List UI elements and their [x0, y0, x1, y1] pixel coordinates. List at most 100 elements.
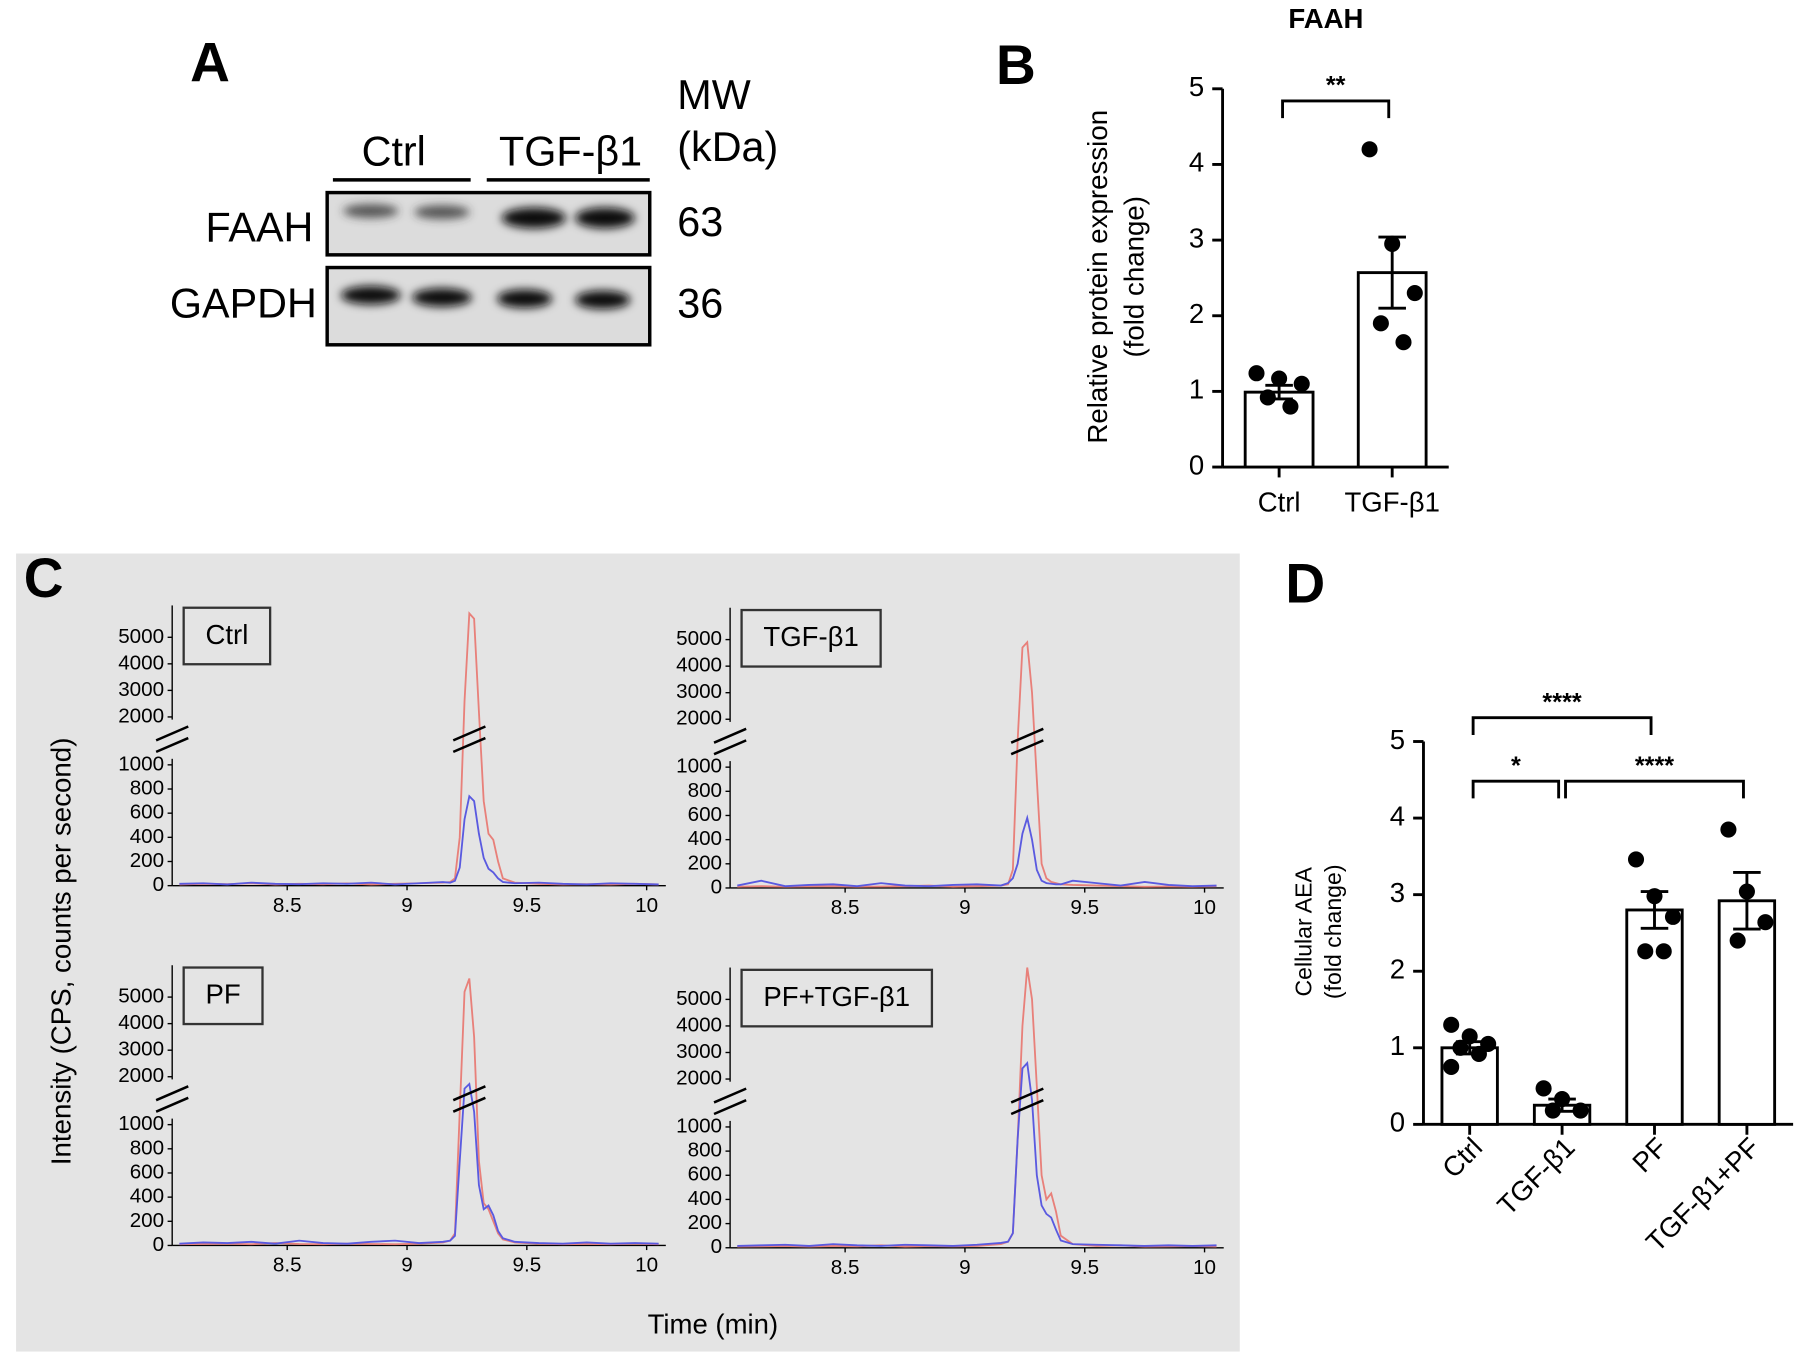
y-tick-label: 200	[130, 1209, 164, 1232]
axis-break	[452, 736, 486, 754]
panel-letter: C	[24, 547, 64, 609]
error-bar	[1733, 871, 1761, 931]
axis-break	[713, 1087, 747, 1104]
y-tick-label: 2000	[118, 1064, 164, 1087]
axis-break	[1010, 739, 1044, 756]
mw-header: MW	[677, 72, 750, 118]
y-tick-label: 0	[153, 873, 164, 896]
y-tick-label: 1	[1189, 374, 1204, 405]
y-tick-label: 400	[688, 827, 722, 850]
sample-label-box	[740, 968, 934, 1028]
sample-label: Ctrl	[205, 619, 248, 650]
y-tick-label: 0	[711, 1235, 722, 1258]
y-tick-label: 200	[130, 849, 164, 872]
y-tick-label: 600	[130, 801, 164, 824]
axis-break	[155, 736, 189, 754]
data-point	[1572, 1102, 1589, 1119]
y-tick-label: 3000	[118, 1038, 164, 1061]
axis-break	[1010, 1098, 1044, 1116]
y-tick-label: 5000	[676, 627, 722, 650]
bar	[1717, 899, 1777, 1126]
lane-group-label: Ctrl	[362, 128, 426, 174]
x-tick-label: TGF-β1	[1344, 486, 1439, 517]
x-tick-label: Ctrl	[1258, 486, 1301, 517]
y-tick-label: 800	[688, 1139, 722, 1162]
x-tick-label: 10	[1193, 1256, 1216, 1279]
data-point	[1757, 914, 1774, 931]
y-tick-label: 4000	[118, 1011, 164, 1034]
y-tick-label: 0	[1189, 449, 1204, 480]
y-axis-label: Relative protein expression	[1082, 110, 1113, 444]
data-point	[1738, 883, 1755, 900]
axis-break	[155, 1096, 189, 1113]
band	[340, 285, 401, 305]
data-point	[1248, 365, 1265, 382]
significance-label: ****	[1542, 689, 1581, 717]
data-point	[1470, 1045, 1487, 1062]
x-tick-label: 9	[401, 894, 412, 917]
y-tick-label: 3	[1390, 877, 1405, 908]
panel-c-background	[16, 553, 1240, 1352]
data-point	[1664, 908, 1682, 925]
data-point	[1395, 334, 1412, 351]
x-tick-label: 9	[959, 1256, 970, 1279]
y-tick-label: 200	[688, 851, 722, 874]
axis-break	[155, 725, 189, 742]
data-point	[1646, 888, 1663, 905]
y-tick-label: 4000	[676, 654, 722, 677]
band	[414, 205, 470, 220]
panel-letter: D	[1285, 553, 1325, 615]
y-tick-label: 3000	[676, 1040, 722, 1063]
sample-label-box	[182, 966, 264, 1026]
significance-label: *	[1511, 752, 1521, 780]
y-axis-label: (fold change)	[1320, 865, 1346, 1000]
axis-break	[713, 739, 747, 756]
western-blot: Ctrl TGF-β1 MW (kDa) FAAH GAPDH 63 36	[170, 72, 778, 347]
trace	[179, 794, 659, 886]
sample-label-box	[740, 608, 882, 668]
y-tick-label: 1000	[118, 752, 164, 775]
panel-letter: B	[996, 34, 1036, 96]
axis-break	[713, 727, 747, 744]
trace	[179, 1082, 659, 1245]
y-tick-label: 800	[130, 776, 164, 799]
y-tick-label: 600	[688, 803, 722, 826]
y-tick-label: 4	[1390, 800, 1405, 831]
data-point	[1720, 821, 1737, 838]
y-tick-label: 2000	[118, 704, 164, 727]
axis-break	[452, 1096, 486, 1113]
y-tick-label: 5	[1390, 724, 1405, 755]
y-tick-label: 3	[1189, 222, 1204, 253]
x-tick-label: 8.5	[273, 894, 302, 917]
data-point	[1443, 1016, 1460, 1033]
x-tick-label: 9.5	[512, 894, 541, 917]
data-point	[1271, 370, 1288, 387]
trace	[737, 814, 1217, 888]
axis-break	[1010, 1087, 1044, 1104]
x-tick-label: 8.5	[273, 1254, 302, 1277]
y-tick-label: 3000	[118, 678, 164, 701]
y-tick-label: 1000	[118, 1112, 164, 1135]
y-tick-label: 1000	[676, 1114, 722, 1137]
x-tick-label: 8.5	[831, 1256, 860, 1279]
sample-label: PF+TGF-β1	[763, 981, 910, 1012]
y-tick-label: 0	[153, 1233, 164, 1256]
y-tick-label: 200	[688, 1211, 722, 1234]
x-tick-label: 10	[635, 1254, 658, 1277]
y-tick-label: 2000	[676, 1066, 722, 1089]
data-point	[1361, 141, 1378, 158]
sample-label: PF	[205, 979, 240, 1010]
y-tick-label: 400	[130, 825, 164, 848]
band	[497, 289, 553, 308]
data-point	[1461, 1028, 1478, 1045]
bands	[340, 204, 635, 310]
axis-break	[155, 1085, 189, 1102]
y-tick-label: 1	[1390, 1030, 1405, 1061]
x-tick-label: TGF-β1	[1491, 1131, 1580, 1221]
trace	[737, 1061, 1217, 1247]
y-tick-label: 800	[688, 779, 722, 802]
bar	[1243, 390, 1315, 469]
data-point	[1637, 943, 1654, 960]
